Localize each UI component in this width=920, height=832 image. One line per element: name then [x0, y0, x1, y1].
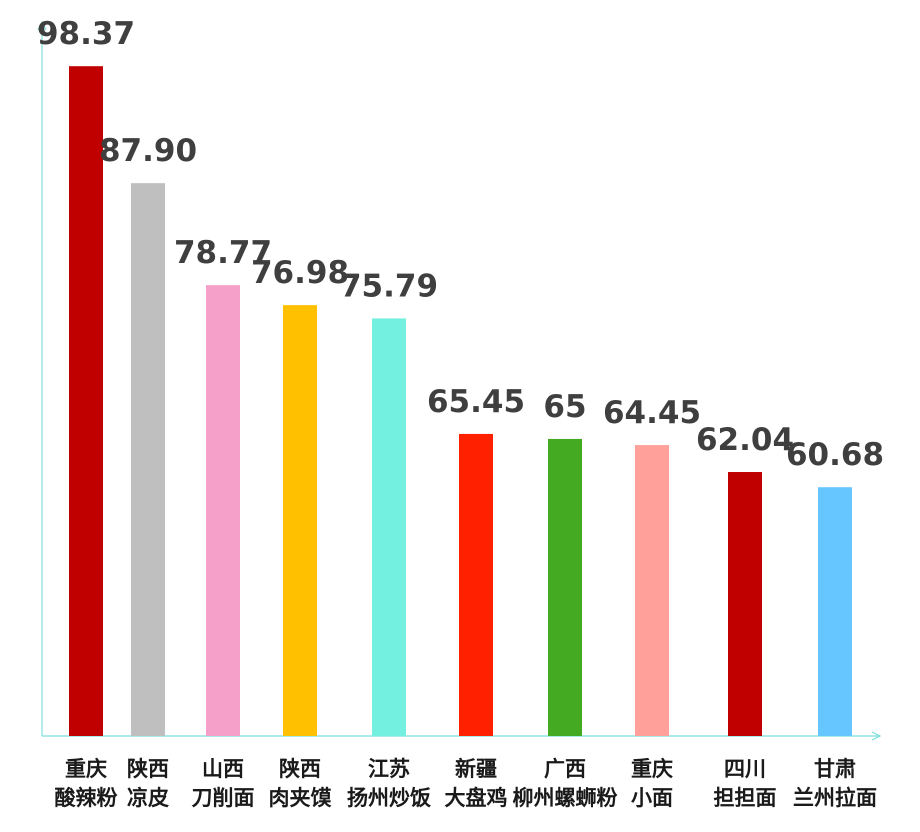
value-label-7: 65	[543, 389, 586, 425]
bar-4	[283, 305, 317, 736]
bar-5	[372, 318, 406, 736]
value-label-2: 87.90	[99, 133, 197, 169]
category-label-5-line-1: 江苏	[368, 757, 410, 781]
category-label-6-line-2: 大盘鸡	[445, 786, 508, 810]
category-label-8-line-1: 重庆	[631, 757, 673, 781]
category-label-1-line-2: 酸辣粉	[55, 786, 118, 810]
bar-8	[635, 445, 669, 736]
category-label-4-line-2: 肉夹馍	[269, 786, 332, 810]
value-label-5: 75.79	[340, 268, 438, 304]
bar-series	[69, 66, 852, 737]
value-label-10: 60.68	[786, 437, 884, 473]
bar-1	[69, 66, 103, 737]
value-label-6: 65.45	[427, 384, 525, 420]
bar-2	[131, 183, 165, 737]
category-label-4-line-1: 陕西	[279, 757, 321, 781]
category-labels: 重庆酸辣粉陕西凉皮山西刀削面陕西肉夹馍江苏扬州炒饭新疆大盘鸡广西柳州螺蛳粉重庆小…	[55, 757, 878, 810]
category-label-5-line-2: 扬州炒饭	[347, 786, 431, 810]
category-label-2-line-2: 凉皮	[127, 786, 169, 810]
bar-6	[459, 433, 493, 736]
category-label-10-line-1: 甘肃	[814, 757, 856, 781]
x-axis-arrow-icon	[871, 731, 882, 741]
y-axis-arrow-icon	[37, 20, 47, 31]
category-label-2-line-1: 陕西	[127, 757, 169, 781]
category-label-1-line-1: 重庆	[65, 757, 107, 781]
category-label-9-line-1: 四川	[724, 757, 766, 781]
value-label-3: 78.77	[174, 235, 272, 271]
bar-10	[818, 487, 852, 736]
bar-7	[548, 438, 582, 736]
value-label-4: 76.98	[251, 255, 349, 291]
category-label-7-line-2: 柳州螺蛳粉	[513, 786, 618, 810]
category-label-6-line-1: 新疆	[455, 757, 497, 781]
category-label-3-line-2: 刀削面	[192, 786, 255, 810]
category-label-3-line-1: 山西	[202, 757, 244, 781]
value-label-1: 98.37	[37, 16, 135, 52]
category-label-9-line-2: 担担面	[714, 786, 777, 810]
category-label-10-line-2: 兰州拉面	[793, 786, 877, 810]
value-label-8: 64.45	[603, 395, 701, 431]
value-label-9: 62.04	[696, 422, 794, 458]
category-label-7-line-1: 广西	[544, 757, 586, 781]
category-label-8-line-2: 小面	[631, 786, 673, 810]
bar-9	[728, 472, 762, 736]
bar-3	[206, 285, 240, 736]
